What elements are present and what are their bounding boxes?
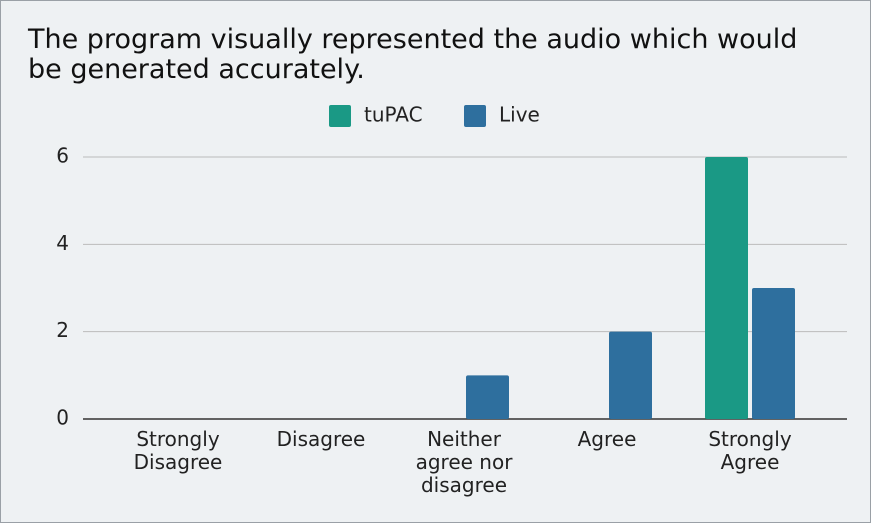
- y-tick-label: 4: [56, 231, 69, 255]
- legend-label: Live: [499, 103, 540, 127]
- chart-title: The program visually represented the aud…: [28, 24, 798, 85]
- legend-label: tuPAC: [364, 103, 423, 127]
- x-tick-label: Strongly Agree: [708, 427, 792, 474]
- y-tick-label: 6: [56, 144, 69, 168]
- x-tick-label: Strongly Disagree: [133, 427, 223, 474]
- x-tick-label: Disagree: [276, 427, 366, 451]
- legend-swatch: [464, 105, 486, 127]
- bar: [466, 375, 509, 419]
- legend-swatch: [329, 105, 351, 127]
- bar: [752, 288, 795, 419]
- y-tick-label: 2: [56, 318, 69, 342]
- bar: [705, 157, 748, 419]
- y-tick-label: 0: [56, 406, 69, 430]
- bar: [609, 331, 652, 419]
- x-tick-label: Neither agree nor disagree: [415, 427, 513, 497]
- x-tick-label: Agree: [577, 427, 637, 451]
